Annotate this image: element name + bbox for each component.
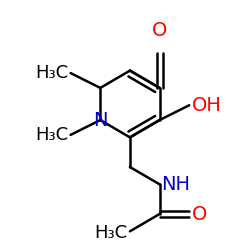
Text: H₃C: H₃C xyxy=(35,126,68,144)
Text: O: O xyxy=(192,204,207,224)
Text: H₃C: H₃C xyxy=(94,224,128,242)
Text: O: O xyxy=(152,21,167,40)
Text: N: N xyxy=(93,110,108,130)
Text: NH: NH xyxy=(161,175,190,194)
Text: H₃C: H₃C xyxy=(35,64,68,82)
Text: OH: OH xyxy=(192,96,222,115)
